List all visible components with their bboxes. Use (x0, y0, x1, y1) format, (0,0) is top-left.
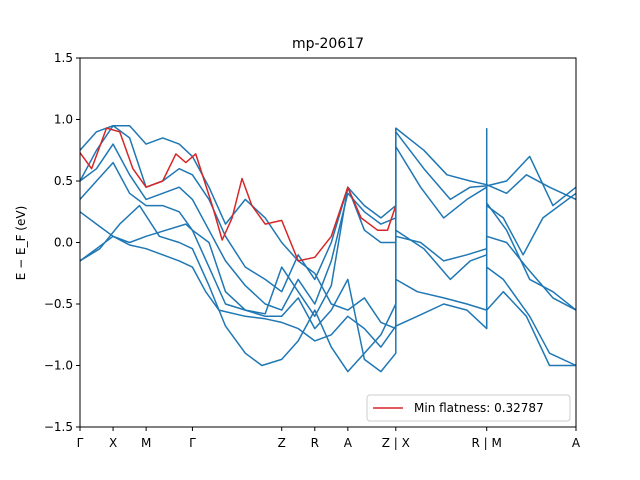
y-tick-label: 1.5 (54, 51, 73, 65)
x-tick-label: X (109, 436, 117, 450)
x-tick-label: M (141, 436, 151, 450)
plot-frame (79, 57, 577, 428)
band-line (79, 204, 577, 373)
x-tick-label: A (572, 436, 581, 450)
y-tick-label: −0.5 (44, 297, 73, 311)
x-tick-label: R | M (472, 436, 502, 450)
flat-band-line (79, 127, 397, 262)
legend-box (366, 394, 571, 422)
band-line (79, 235, 577, 367)
band-line (79, 145, 577, 318)
legend: Min flatness: 0.32787 (366, 394, 571, 422)
segment-breaks (395, 128, 488, 329)
x-tick-label: A (344, 436, 353, 450)
x-axis-ticks: Γ X M Γ Z R A Z | X R | M A (77, 427, 581, 450)
y-axis-label: E − E_F (eV) (14, 206, 28, 281)
y-tick-label: −1.0 (44, 359, 73, 373)
y-tick-label: −1.5 (44, 420, 73, 434)
x-tick-label: Z (278, 436, 286, 450)
y-axis-ticks: −1.5 −1.0 −0.5 0.0 0.5 1.0 1.5 (44, 51, 80, 434)
x-tick-label: Γ (77, 436, 84, 450)
chart-title: mp-20617 (292, 36, 364, 52)
x-tick-label: R (311, 436, 319, 450)
y-tick-label: 1.0 (54, 113, 73, 127)
band-line (79, 124, 576, 367)
y-tick-label: 0.5 (54, 174, 73, 188)
x-tick-label: Γ (189, 436, 196, 450)
legend-label: Min flatness: 0.32787 (414, 401, 544, 415)
band-line (79, 131, 577, 311)
x-tick-label: Z | X (382, 436, 410, 450)
band-line (79, 192, 577, 373)
band-lines (79, 124, 577, 373)
y-tick-label: 0.0 (54, 236, 73, 250)
band-line (79, 124, 577, 293)
